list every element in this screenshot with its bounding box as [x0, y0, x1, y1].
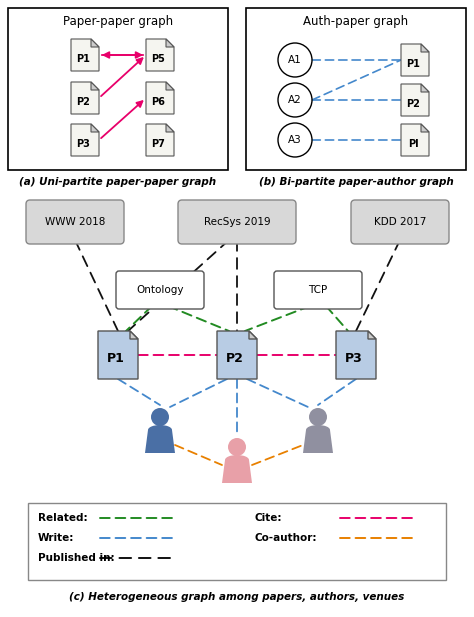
Text: P1: P1	[406, 59, 420, 69]
Text: Pl: Pl	[408, 139, 419, 149]
Text: Cite:: Cite:	[255, 513, 283, 523]
Text: P1: P1	[76, 54, 90, 64]
Polygon shape	[336, 331, 376, 379]
Polygon shape	[401, 44, 429, 76]
Polygon shape	[145, 430, 175, 453]
Polygon shape	[146, 82, 174, 114]
Text: (a) Uni-partite paper-paper graph: (a) Uni-partite paper-paper graph	[19, 177, 217, 187]
Text: (c) Heterogeneous graph among papers, authors, venues: (c) Heterogeneous graph among papers, au…	[69, 592, 405, 602]
Circle shape	[228, 438, 246, 456]
FancyBboxPatch shape	[280, 277, 356, 303]
Circle shape	[278, 43, 312, 77]
Text: RecSys 2019: RecSys 2019	[204, 217, 270, 227]
Polygon shape	[71, 82, 99, 114]
Polygon shape	[71, 39, 99, 71]
Polygon shape	[222, 460, 252, 483]
Circle shape	[309, 408, 327, 426]
FancyBboxPatch shape	[178, 200, 296, 244]
FancyBboxPatch shape	[28, 503, 446, 580]
Text: P2: P2	[406, 99, 420, 109]
Polygon shape	[249, 331, 257, 339]
Text: Write:: Write:	[38, 533, 74, 543]
Polygon shape	[166, 39, 174, 47]
Polygon shape	[421, 84, 429, 92]
Polygon shape	[401, 84, 429, 116]
Text: P6: P6	[151, 97, 165, 107]
Text: P3: P3	[76, 139, 90, 149]
Ellipse shape	[148, 425, 172, 435]
Text: A1: A1	[288, 55, 302, 65]
Polygon shape	[91, 124, 99, 132]
Text: Published in:: Published in:	[38, 553, 115, 563]
Ellipse shape	[306, 425, 330, 435]
Text: Ontology: Ontology	[136, 285, 184, 295]
Text: P1: P1	[107, 352, 125, 365]
Text: TCP: TCP	[309, 285, 328, 295]
Circle shape	[151, 408, 169, 426]
Text: WWW 2018: WWW 2018	[45, 217, 105, 227]
Text: P3: P3	[345, 352, 363, 365]
Text: Related:: Related:	[38, 513, 88, 523]
FancyBboxPatch shape	[246, 8, 466, 170]
FancyBboxPatch shape	[274, 271, 362, 309]
Text: P2: P2	[76, 97, 90, 107]
Polygon shape	[98, 331, 138, 379]
Text: KDD 2017: KDD 2017	[374, 217, 426, 227]
Polygon shape	[166, 124, 174, 132]
FancyBboxPatch shape	[8, 8, 228, 170]
Text: A2: A2	[288, 95, 302, 105]
Text: P7: P7	[151, 139, 165, 149]
Text: A3: A3	[288, 135, 302, 145]
Polygon shape	[401, 124, 429, 156]
Polygon shape	[146, 39, 174, 71]
Polygon shape	[303, 430, 333, 453]
Text: Co-author:: Co-author:	[255, 533, 318, 543]
Text: (b) Bi-partite paper-author graph: (b) Bi-partite paper-author graph	[259, 177, 453, 187]
Polygon shape	[368, 331, 376, 339]
Polygon shape	[421, 44, 429, 52]
FancyBboxPatch shape	[26, 200, 124, 244]
FancyBboxPatch shape	[351, 200, 449, 244]
FancyBboxPatch shape	[116, 271, 204, 309]
Circle shape	[278, 123, 312, 157]
Polygon shape	[130, 331, 138, 339]
Polygon shape	[166, 82, 174, 90]
Text: P2: P2	[226, 352, 244, 365]
Polygon shape	[217, 331, 257, 379]
FancyBboxPatch shape	[122, 277, 198, 303]
Text: Auth-paper graph: Auth-paper graph	[303, 15, 409, 28]
Ellipse shape	[225, 455, 249, 465]
Polygon shape	[91, 82, 99, 90]
Text: Paper-paper graph: Paper-paper graph	[63, 15, 173, 28]
Polygon shape	[71, 124, 99, 156]
Polygon shape	[146, 124, 174, 156]
Polygon shape	[421, 124, 429, 132]
Circle shape	[278, 83, 312, 117]
Text: P5: P5	[151, 54, 165, 64]
Polygon shape	[91, 39, 99, 47]
